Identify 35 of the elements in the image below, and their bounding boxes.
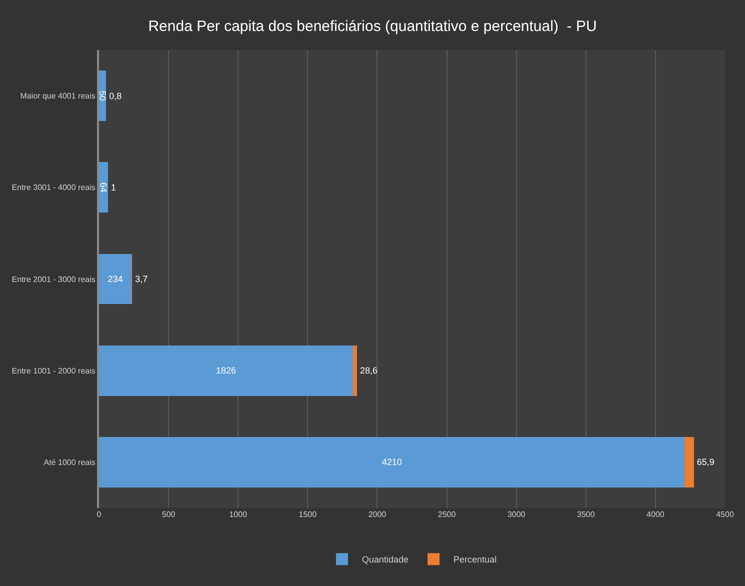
- data-label: 50: [97, 90, 108, 101]
- y-tick-label: Entre 3001 - 4000 reais: [12, 183, 96, 192]
- bar: [99, 254, 132, 304]
- x-tick-label: 1000: [229, 510, 248, 519]
- data-label: 28,6: [360, 366, 378, 376]
- bar: [99, 437, 685, 488]
- x-tick-label: 3500: [576, 510, 596, 519]
- y-tick-label: Entre 1001 - 2000 reais: [12, 366, 96, 376]
- bar: [353, 345, 357, 396]
- chart-title: Renda Per capita dos beneficiários (quantitativo e percentual) - PU: [148, 18, 597, 36]
- data-label: 3,7: [135, 274, 148, 284]
- data-label: 1: [111, 182, 116, 192]
- x-tick-label: 1500: [298, 510, 318, 519]
- x-tick-label: 4500: [716, 510, 734, 519]
- x-tick-label: 3000: [507, 510, 526, 519]
- data-label: 4210: [382, 457, 402, 468]
- legend-label: Quantidade: [362, 554, 409, 565]
- y-tick-label: Até 1000 reais: [44, 458, 96, 467]
- x-tick-label: 2500: [438, 510, 456, 519]
- x-tick-label: 500: [162, 510, 176, 519]
- bar: [99, 162, 108, 213]
- data-label: 1826: [216, 366, 236, 376]
- bar: [99, 70, 106, 121]
- data-label: 64: [98, 182, 108, 192]
- data-label: 65,9: [696, 457, 714, 468]
- bar: [99, 345, 354, 396]
- x-tick-label: 4000: [646, 510, 665, 519]
- x-tick-label: 2000: [368, 510, 387, 519]
- data-label: 0,8: [109, 90, 122, 101]
- data-label: 234: [108, 274, 123, 284]
- legend-label: Percentual: [454, 554, 497, 565]
- bar: [684, 437, 694, 488]
- y-tick-label: Entre 2001 - 3000 reais: [12, 274, 96, 284]
- y-tick-label: Maior que 4001 reais: [20, 92, 96, 101]
- x-tick-label: 0: [96, 510, 102, 519]
